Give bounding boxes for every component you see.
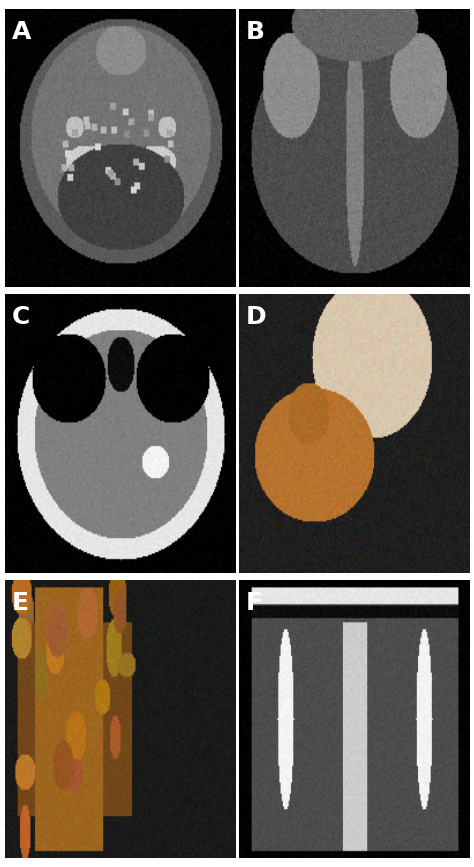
Text: F: F <box>246 591 263 615</box>
Text: E: E <box>12 591 28 615</box>
Text: D: D <box>246 305 266 329</box>
Text: A: A <box>12 20 31 44</box>
Text: C: C <box>12 305 30 329</box>
Text: B: B <box>246 20 265 44</box>
